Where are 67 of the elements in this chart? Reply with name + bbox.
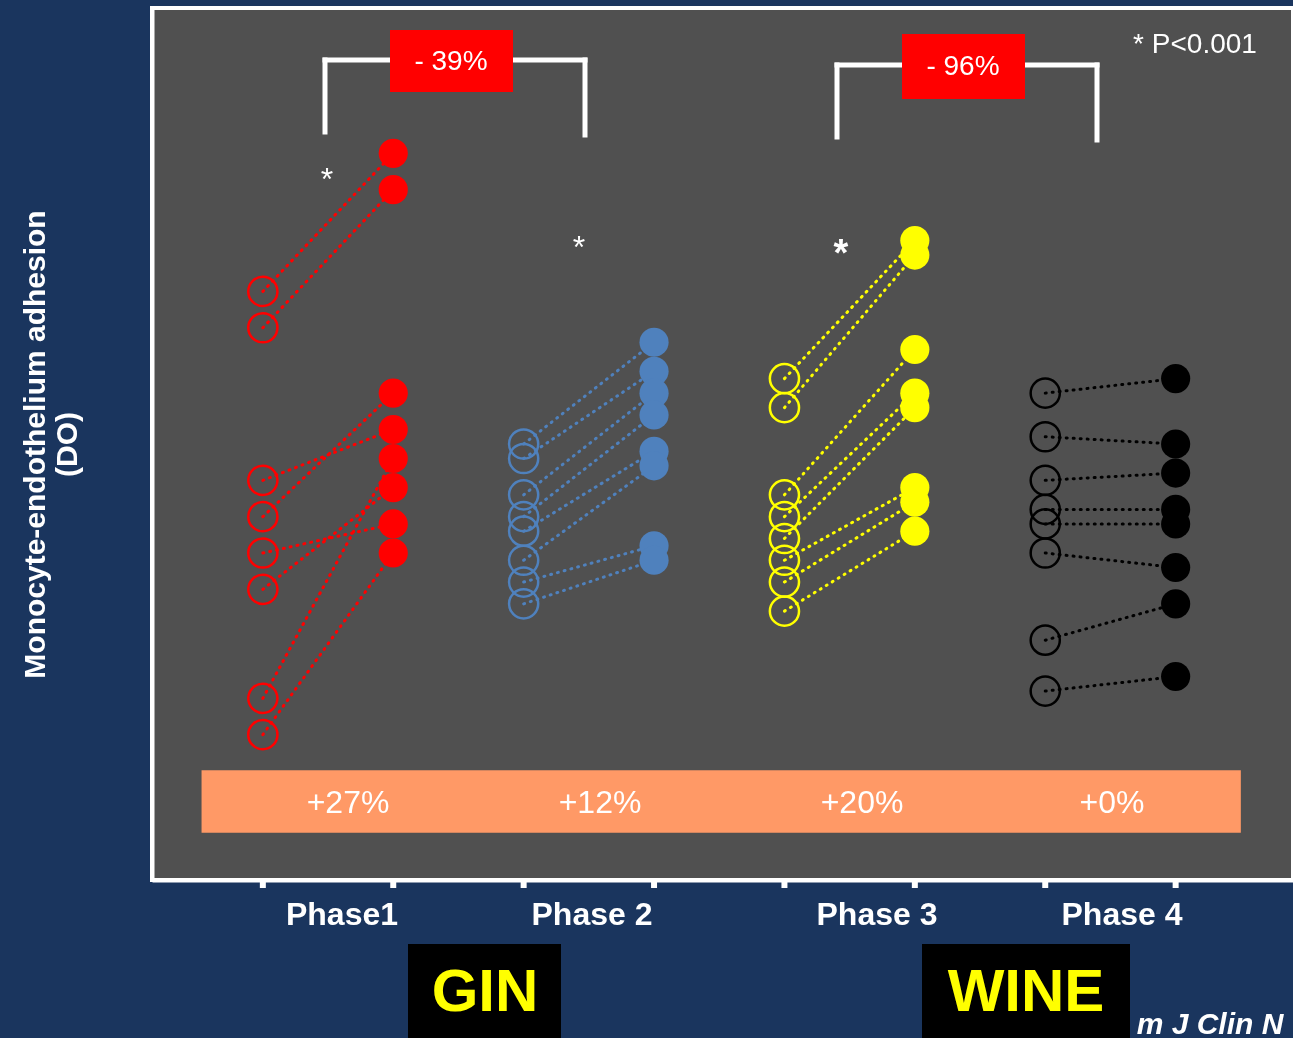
point [247,537,279,569]
point [1029,420,1062,453]
y-axis-title: Monocyte-endothelium adhesion (DO) [17,210,83,679]
annotation: +20% [820,784,904,820]
point [768,391,801,424]
point [507,479,540,511]
point [1161,589,1191,619]
annotation: * [320,161,334,197]
point [1161,458,1191,488]
point [1029,377,1062,409]
point [378,473,408,503]
annotation: * [833,232,849,274]
point [378,509,408,539]
point [639,327,669,357]
point [1029,537,1062,569]
point [247,682,279,715]
point [1029,624,1062,656]
point [507,588,540,620]
text: Phase 2 [531,896,653,932]
point [507,428,540,460]
point [378,414,408,445]
point [247,275,279,308]
point [378,378,408,408]
point [768,362,801,395]
annotation: +27% [306,784,390,820]
point [1161,364,1191,394]
text: m J Clin N [1136,1007,1285,1038]
annotation: * [572,229,586,265]
point [507,500,540,533]
point [900,334,930,365]
point [1161,429,1191,459]
point [247,573,279,606]
point [900,516,930,546]
point [507,515,540,547]
point [768,479,801,511]
point [768,500,801,533]
point [768,595,801,627]
point [247,718,279,751]
point [378,175,408,205]
text: * P<0.001 [1133,28,1257,59]
point [1161,552,1191,583]
point [247,464,279,497]
point [378,138,408,168]
point [1029,493,1062,526]
annotation: +12% [558,784,642,820]
point [247,311,279,344]
point [1029,508,1062,540]
point [1029,675,1062,707]
text: WINE [947,957,1105,1024]
point [507,566,540,598]
text: Phase 4 [1061,896,1183,932]
point [768,544,801,577]
point [768,522,801,555]
text: Phase1 [285,896,399,932]
point [378,443,408,474]
text: Phase 3 [816,896,938,932]
text: - 96% [926,50,1000,81]
point [507,442,540,475]
point [247,500,279,533]
annotation: +0% [1079,784,1145,820]
point [768,566,801,598]
point [1029,464,1062,497]
point [378,538,408,568]
point [507,544,540,577]
text: - 39% [414,45,488,76]
text: GIN [431,957,539,1024]
point [1161,661,1191,692]
